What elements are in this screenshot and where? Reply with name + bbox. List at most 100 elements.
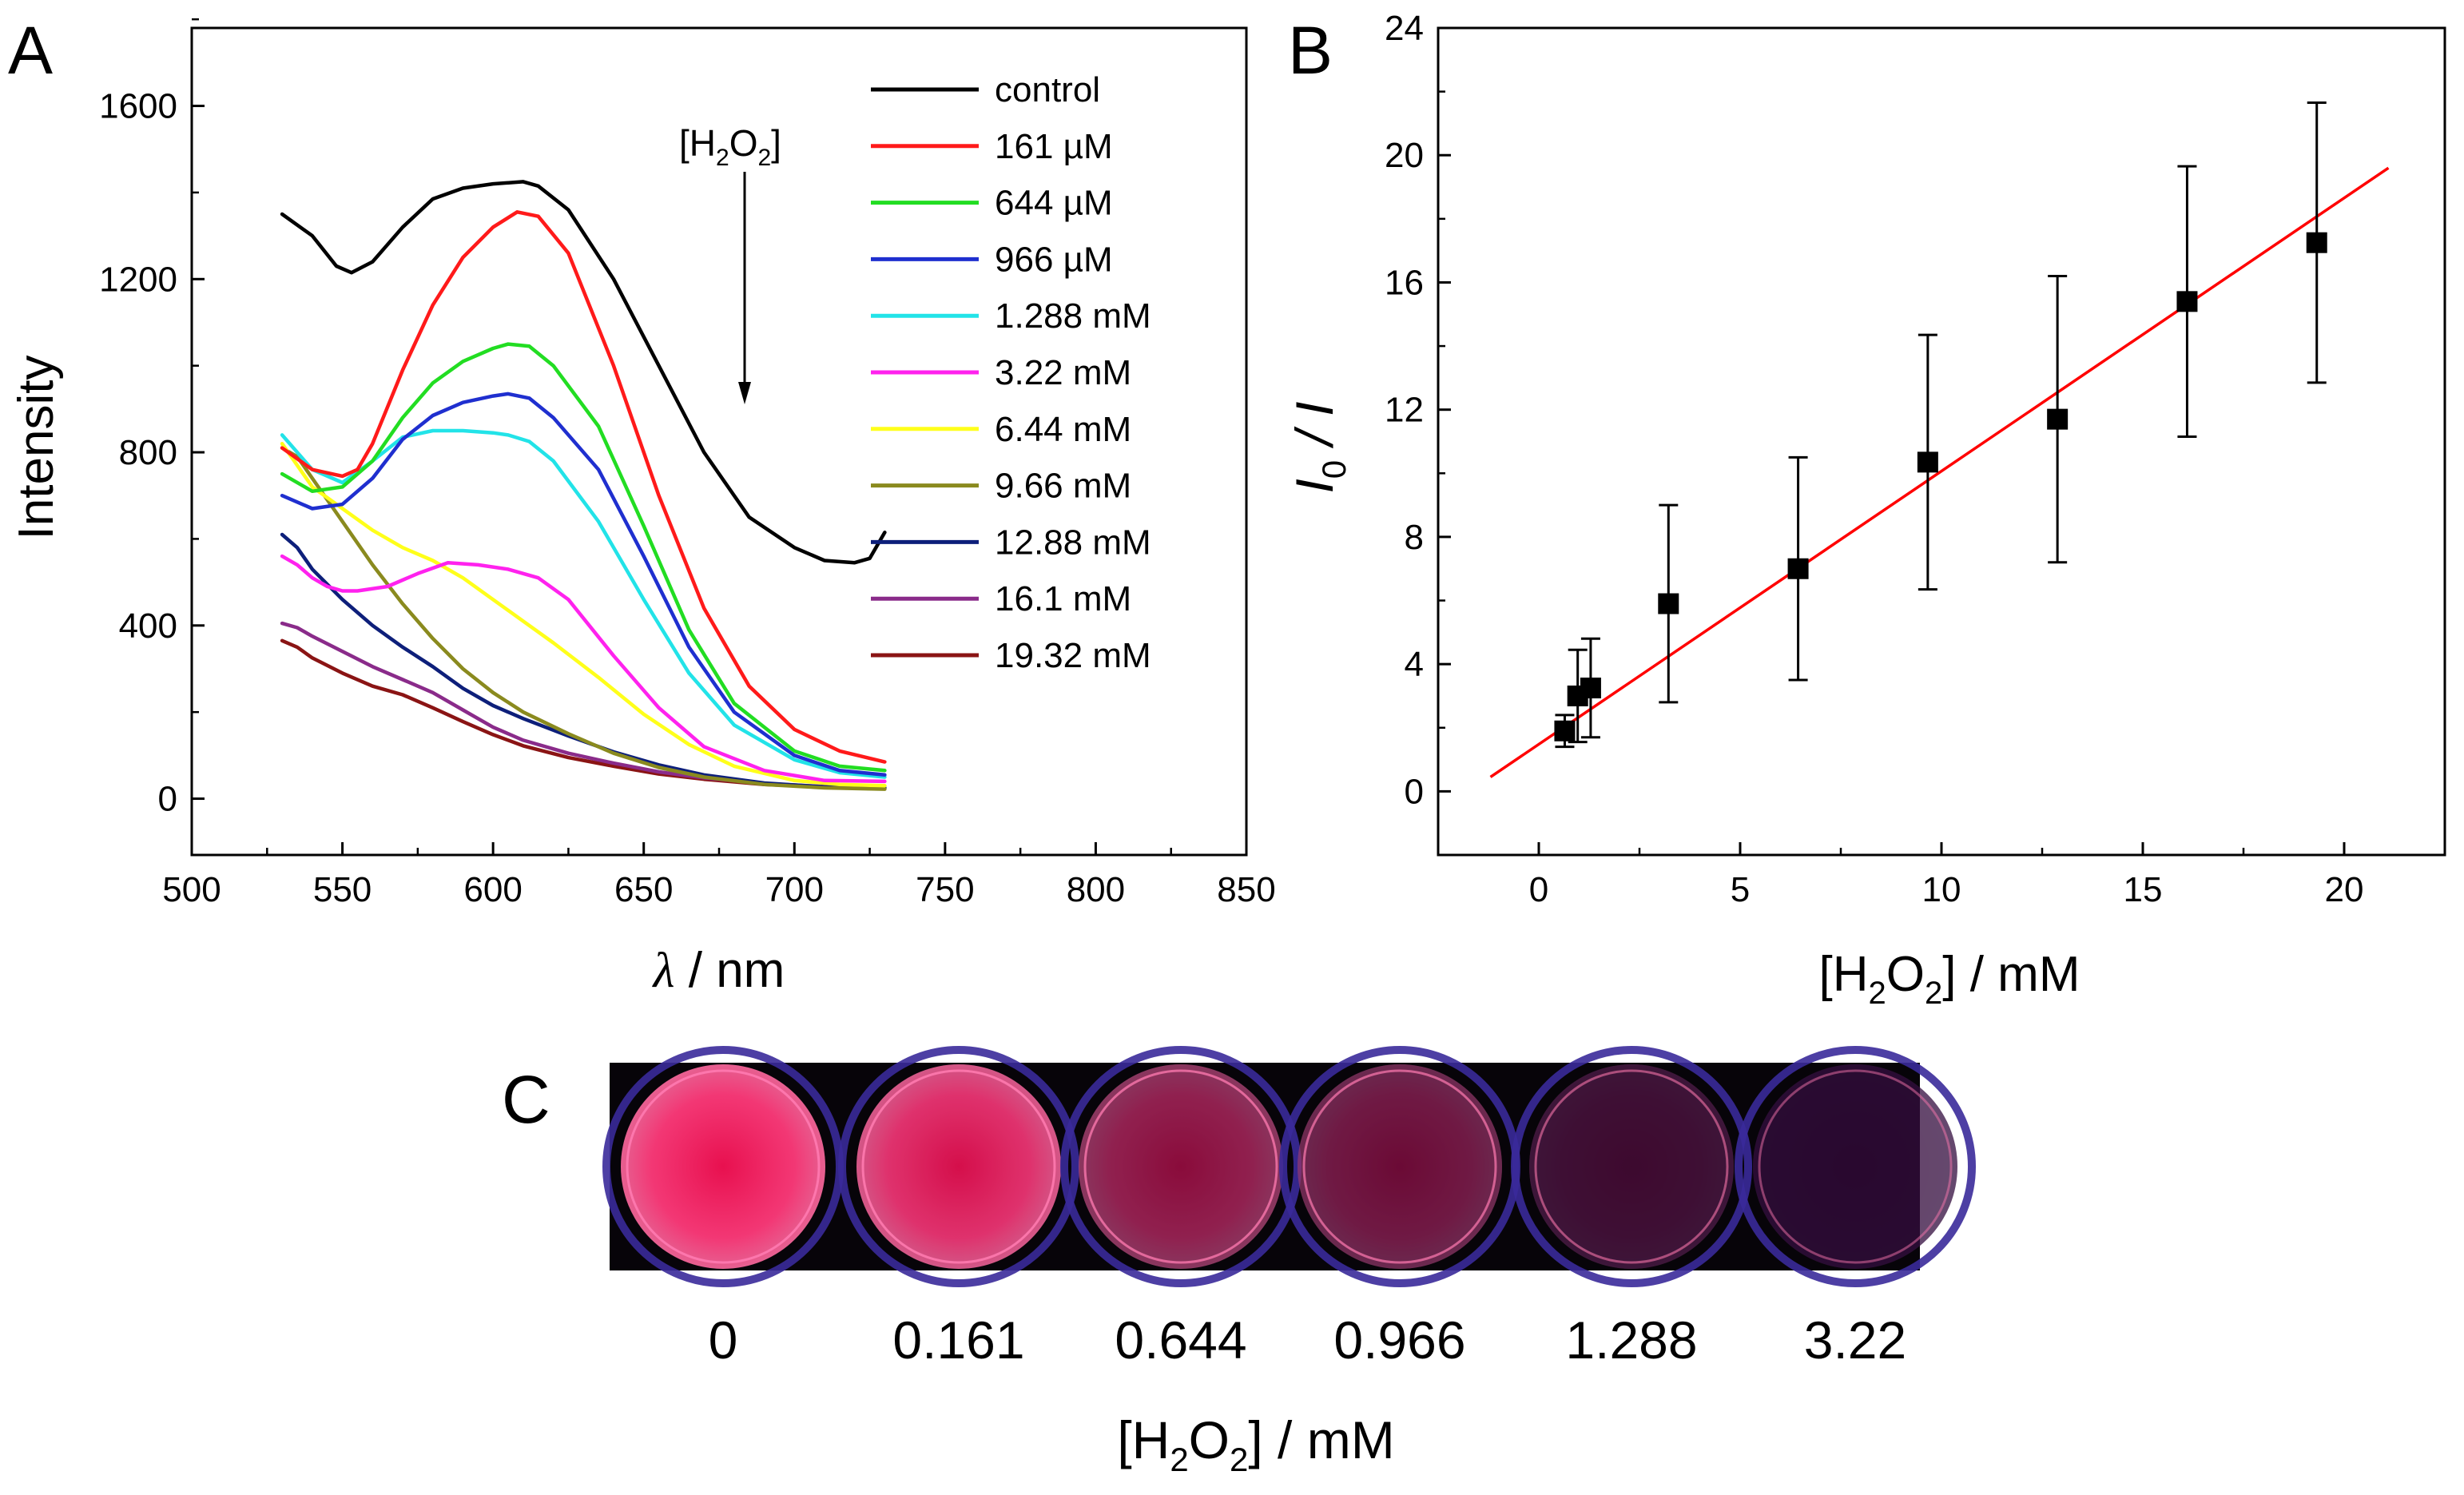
concentration-label: 1.288	[1565, 1310, 1697, 1370]
panel-b-y-ticks: 0 4 8 12 16 20 24	[1385, 9, 1451, 811]
panel-a-y-ticks: 0 400 800 1200 1600	[99, 18, 205, 819]
legend-label: 161 µM	[995, 127, 1113, 166]
legend-label: 966 µM	[995, 240, 1113, 279]
concentration-label: 3.22	[1804, 1310, 1906, 1370]
panel-b-x-tick-label: 10	[1922, 870, 1961, 909]
data-point	[2047, 408, 2069, 430]
linear-fit-line	[1489, 166, 2390, 778]
panel-a-x-axis-label: λ / nm	[652, 943, 785, 998]
panel-a-y-tick-label: 0	[158, 780, 177, 819]
panel-b-x-ticks: 0 5 10 15 20	[1529, 842, 2446, 909]
data-point	[1787, 558, 1809, 579]
panel-a-x-tick-label: 600	[463, 870, 522, 909]
spectrum-line	[280, 428, 887, 779]
panel-b-fit	[1489, 166, 2390, 778]
panel-a-series	[280, 180, 887, 791]
well-rim	[838, 1046, 1079, 1287]
panel-a-y-tick-label: 1200	[99, 260, 177, 299]
concentration-label: 0.161	[892, 1310, 1024, 1370]
panel-c: C 0 0.161 0.644 0.966 1.288 3.22 [H2O2] / mM	[502, 1046, 1976, 1478]
panel-a-legend: control 161 µM 644 µM 966 µM 1.288 mM 3.22 mM…	[871, 70, 1151, 675]
panel-b-y-tick-label: 20	[1385, 136, 1424, 175]
panel-a-x-tick-label: 550	[313, 870, 372, 909]
concentration-label: 0.644	[1115, 1310, 1246, 1370]
panel-a-letter: A	[8, 13, 53, 88]
well-inner-ring	[1758, 1069, 1953, 1264]
spectrum-line	[280, 180, 887, 565]
sample-well	[1279, 1046, 1520, 1287]
panel-b-x-tick-label: 15	[2124, 870, 2163, 909]
well-inner-ring	[861, 1069, 1056, 1264]
well-dark	[1753, 1064, 1957, 1269]
legend-label: 3.22 mM	[995, 353, 1131, 392]
spectrum-line	[280, 621, 887, 790]
well-rim	[1511, 1046, 1752, 1287]
data-point	[2176, 291, 2198, 312]
data-point	[1658, 593, 1679, 614]
panel-b-letter: B	[1288, 13, 1333, 88]
legend-label: 6.44 mM	[995, 410, 1131, 449]
well-rim	[1735, 1046, 1976, 1287]
sample-well	[1735, 1046, 1976, 1287]
panel-a-x-ticks: 500 550 600 650 700 750 800 850	[162, 842, 1276, 909]
panel-a-x-tick-label: 750	[916, 870, 974, 909]
panel-a-x-tick-label: 850	[1217, 870, 1275, 909]
spectrum-line	[280, 210, 887, 764]
concentration-label: 0.966	[1333, 1310, 1465, 1370]
panel-c-x-axis-label: [H2O2] / mM	[1117, 1410, 1394, 1478]
sample-well	[602, 1046, 844, 1287]
panel-c-labels: 0 0.161 0.644 0.966 1.288 3.22	[709, 1310, 1907, 1370]
legend-label: 16.1 mM	[995, 579, 1131, 618]
legend-label: 12.88 mM	[995, 523, 1151, 562]
data-point	[1917, 451, 1938, 473]
panel-a-arrow-head	[738, 382, 751, 404]
panel-a-y-axis-label: Intensity	[9, 356, 64, 540]
well-dark	[1079, 1064, 1283, 1269]
well-fluorescence	[1298, 1064, 1502, 1269]
panel-c-letter: C	[502, 1062, 550, 1137]
well-fluorescence	[1079, 1064, 1283, 1269]
panel-a: A 500 550 600 650 700 750 800 850 0 400 800 1200 16…	[8, 13, 1276, 998]
panel-a-x-tick-label: 500	[162, 870, 221, 909]
panel-b: B 0 5 10 15 20 0 4 8 12 16 20 24 [H2O2] / mM I0 / …	[1285, 9, 2446, 1011]
panel-b-y-tick-label: 8	[1405, 518, 1424, 557]
well-inner-ring	[1302, 1069, 1497, 1264]
panel-b-x-tick-label: 0	[1529, 870, 1548, 909]
legend-label: 644 µM	[995, 184, 1113, 223]
panel-b-y-tick-label: 24	[1385, 9, 1424, 48]
panel-a-y-tick-label: 400	[119, 606, 177, 646]
panel-a-x-tick-label: 800	[1067, 870, 1125, 909]
panel-b-frame	[1437, 26, 2446, 857]
panel-b-y-tick-label: 12	[1385, 391, 1424, 430]
panel-b-y-tick-label: 16	[1385, 263, 1424, 302]
well-dark	[856, 1064, 1061, 1269]
panel-b-points	[1554, 101, 2327, 749]
spectrum-line	[280, 554, 887, 784]
legend-label: control	[995, 70, 1100, 109]
panel-a-y-tick-label: 1600	[99, 87, 177, 126]
panel-b-x-tick-label: 5	[1731, 870, 1750, 909]
panel-b-x-axis-label: [H2O2] / mM	[1819, 947, 2080, 1011]
sample-well	[1060, 1046, 1302, 1287]
well-fluorescence	[856, 1064, 1061, 1269]
panel-a-x-tick-label: 700	[765, 870, 824, 909]
well-inner-ring	[1534, 1069, 1729, 1264]
panel-c-wells	[602, 1046, 1976, 1287]
legend-label: 1.288 mM	[995, 296, 1151, 336]
legend-label: 9.66 mM	[995, 467, 1131, 506]
spectrum-line	[280, 441, 887, 788]
data-point	[1554, 720, 1576, 742]
sample-well	[1511, 1046, 1752, 1287]
panel-b-x-tick-label: 20	[2325, 870, 2364, 909]
spectrum-line	[280, 638, 887, 790]
sample-well	[838, 1046, 1079, 1287]
panel-a-arrow-label: [H2O2]	[679, 122, 781, 171]
well-dark	[1529, 1064, 1734, 1269]
data-point	[2306, 232, 2327, 253]
well-inner-ring	[626, 1069, 821, 1264]
panel-a-x-tick-label: 650	[614, 870, 673, 909]
panel-a-y-tick-label: 800	[119, 433, 177, 472]
panel-b-y-tick-label: 0	[1405, 772, 1424, 811]
well-fluorescence	[621, 1064, 825, 1269]
